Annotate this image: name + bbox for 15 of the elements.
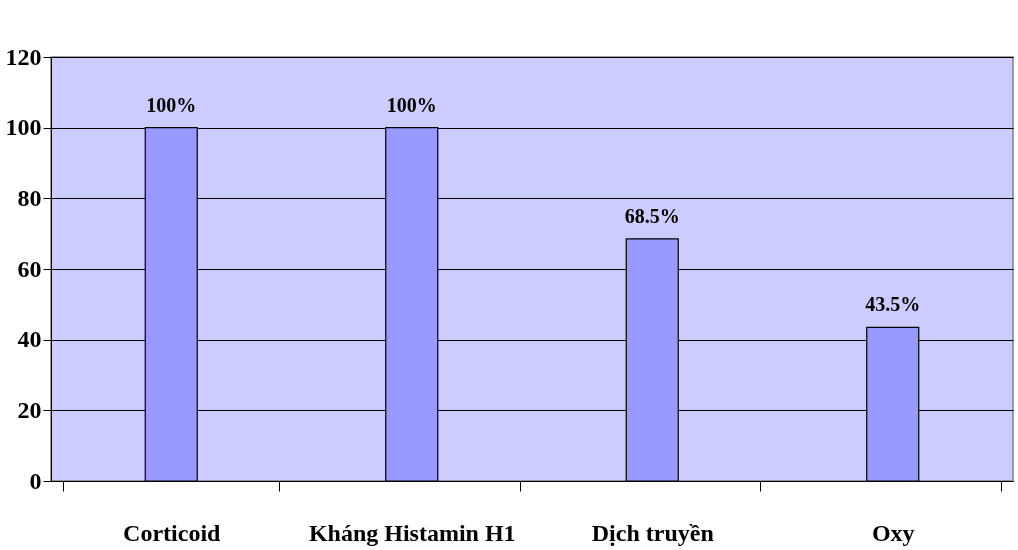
y-tick-label: 0 [29, 467, 42, 494]
y-tick-label: 80 [17, 184, 42, 211]
y-tick-label: 60 [17, 255, 42, 282]
y-tick-label: 100 [5, 114, 42, 141]
data-label: 100% [146, 93, 197, 116]
y-tick-label: 120 [5, 43, 42, 70]
x-tick-label: Dịch truyền [591, 519, 714, 546]
y-tick-label: 20 [17, 396, 42, 423]
data-label: 43.5% [865, 293, 921, 316]
data-label: 100% [386, 93, 437, 116]
x-tick-label: Kháng Histamin H1 [308, 519, 516, 546]
y-tick-label: 40 [17, 326, 42, 353]
data-label: 68.5% [624, 204, 680, 227]
x-tick-label: Corticoid [123, 519, 222, 546]
x-tick-label: Oxy [871, 519, 915, 546]
